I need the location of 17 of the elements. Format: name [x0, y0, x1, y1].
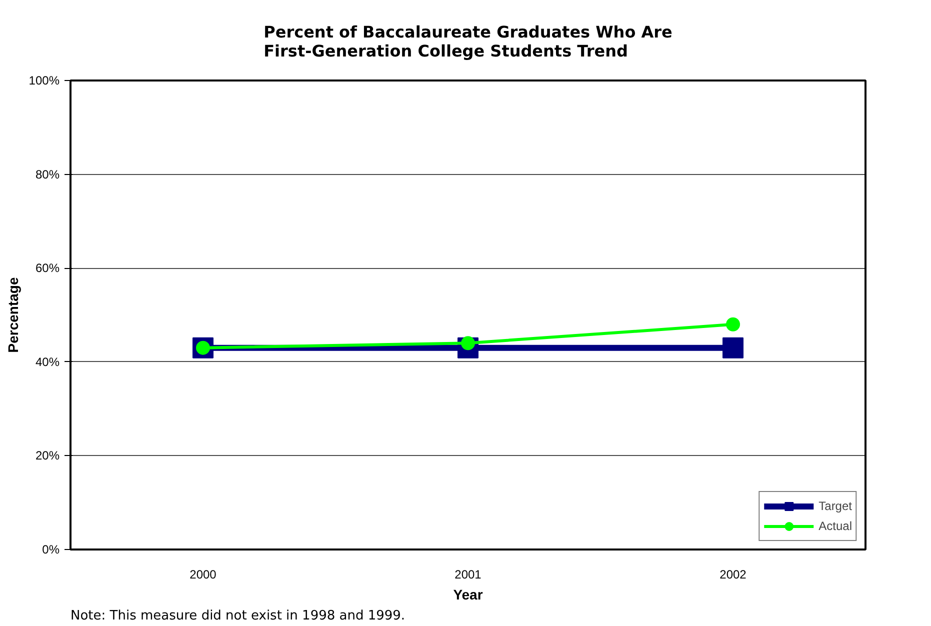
y-tick-label: 40%: [35, 354, 60, 369]
y-axis-title: Percentage: [4, 277, 21, 353]
y-tick-label: 80%: [35, 167, 60, 182]
y-tick-label: 20%: [35, 448, 60, 463]
text: Note: This measure did not exist in 1998 and 1999.: [70, 608, 406, 624]
x-axis-title: Year: [453, 586, 484, 602]
point: [726, 317, 740, 332]
chart-title: Percent of Baccalaureate Graduates Who Are First-Generation College Students Trend: [264, 22, 673, 60]
x-tick-label: 2002: [720, 568, 747, 582]
point: [722, 337, 744, 358]
legend-label: Target: [818, 499, 852, 513]
y-tick-label: 60%: [35, 261, 60, 276]
y-tick-label: 100%: [28, 74, 60, 88]
x-tick-label: 2000: [190, 568, 217, 582]
x-tick-label: 2001: [454, 568, 482, 582]
legend-label: Actual: [818, 519, 852, 533]
y-tick-label: 0%: [42, 542, 60, 556]
